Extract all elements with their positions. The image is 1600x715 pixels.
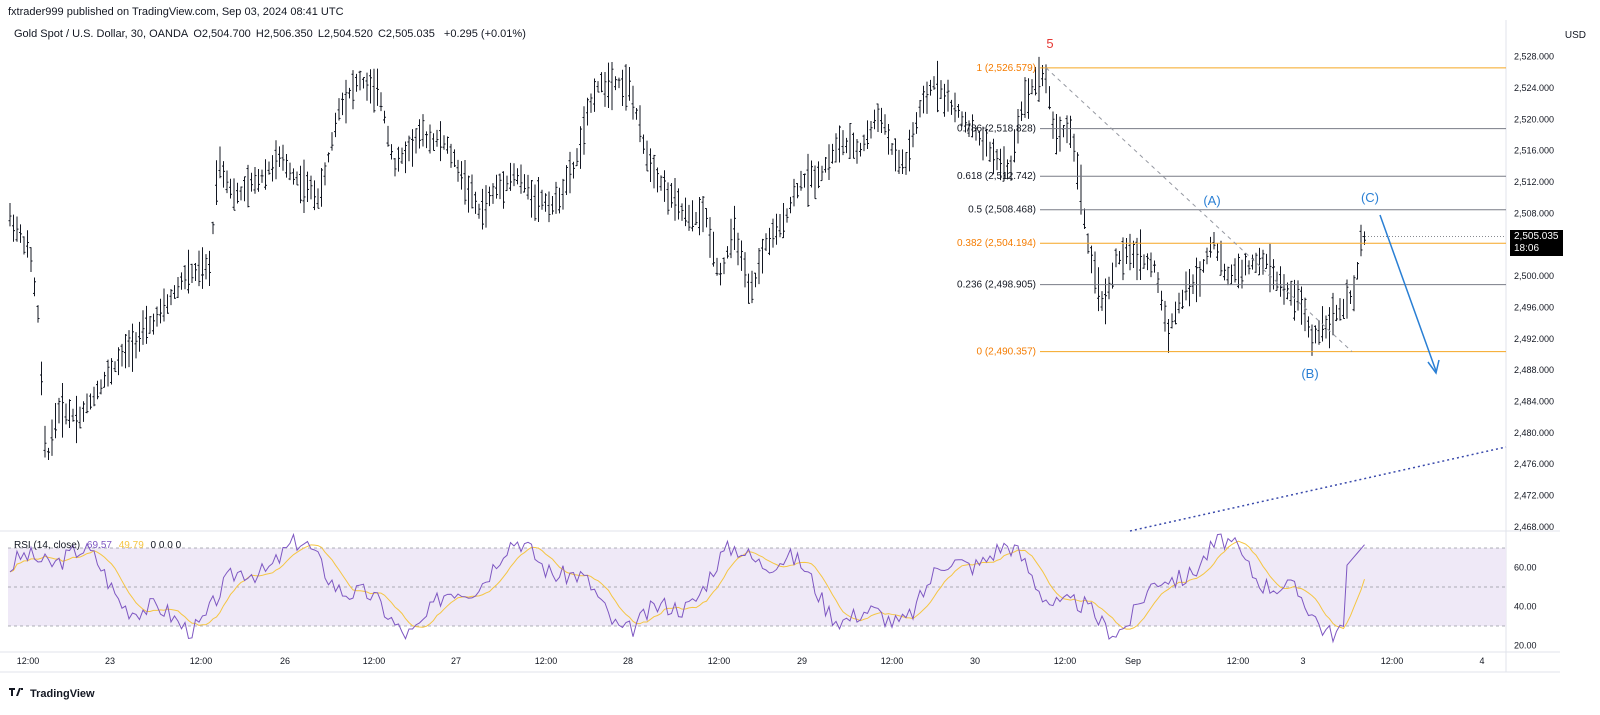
rsi-title[interactable]: RSI (14, close) <box>14 540 81 551</box>
y-tick-label: 2,500.000 <box>1514 271 1554 281</box>
x-tick-label: 12:00 <box>1381 656 1404 666</box>
fib-level-label: 1 (2,526.579) <box>977 63 1037 74</box>
bar-countdown: 18:06 <box>1514 243 1540 254</box>
x-tick-label: 28 <box>623 656 633 666</box>
last-price: 2,505.035 <box>1514 231 1559 242</box>
support-trend-line <box>1129 446 1507 532</box>
y-tick-label: 2,476.000 <box>1514 459 1554 469</box>
x-tick-label: 29 <box>797 656 807 666</box>
y-tick-label: 2,480.000 <box>1514 428 1554 438</box>
x-tick-label: 12:00 <box>190 656 213 666</box>
y-tick-label: 2,508.000 <box>1514 208 1554 218</box>
y-tick-label: 2,520.000 <box>1514 114 1554 124</box>
rsi-ma-value: 49.79 <box>118 540 144 551</box>
y-tick-label: 2,512.000 <box>1514 177 1554 187</box>
y-tick-label: 2,468.000 <box>1514 522 1554 532</box>
fib-level-label: 0 (2,490.357) <box>977 347 1037 358</box>
tradingview-logo-icon <box>8 687 26 700</box>
fib-level-label: 0.786 (2,518.828) <box>957 124 1036 135</box>
y-tick-label: 2,516.000 <box>1514 146 1554 156</box>
low-value: L2,504.520 <box>317 28 373 40</box>
fib-level-label: 0.382 (2,504.194) <box>957 238 1036 249</box>
rsi-value: 69.57 <box>86 540 112 551</box>
rsi-tick-label: 60.00 <box>1514 563 1537 573</box>
currency-label[interactable]: USD <box>1564 30 1586 41</box>
x-tick-label: 27 <box>451 656 461 666</box>
y-tick-label: 2,496.000 <box>1514 302 1554 312</box>
x-tick-label: 12:00 <box>535 656 558 666</box>
x-tick-label: 12:00 <box>881 656 904 666</box>
y-tick-label: 2,488.000 <box>1514 365 1554 375</box>
x-tick-label: 30 <box>970 656 980 666</box>
fib-level-label: 0.236 (2,498.905) <box>957 280 1036 291</box>
symbol-legend: Gold Spot / U.S. Dollar, 30, OANDA O2,50… <box>14 28 528 40</box>
last-price-tag: 2,505.035 18:06 <box>1510 230 1563 256</box>
wave-label: 5 <box>1046 36 1053 51</box>
rsi-legend: RSI (14, close) 69.57 49.79 0 0 0 0 <box>14 540 181 551</box>
x-tick-label: 3 <box>1300 656 1305 666</box>
rsi-tick-label: 40.00 <box>1514 602 1537 612</box>
fib-retracement: 1 (2,526.579) 0.786 (2,518.828) 0.618 (2,5… <box>957 63 1506 358</box>
wave-label: (C) <box>1361 190 1379 205</box>
change-value: +0.295 (+0.01%) <box>443 28 526 40</box>
rsi-extra: 0 0 0 0 <box>150 540 182 551</box>
ohlc-bars <box>8 56 1366 460</box>
x-tick-label: 12:00 <box>363 656 386 666</box>
tradingview-brand: TradingView <box>30 687 95 700</box>
x-tick-label: 12:00 <box>1227 656 1250 666</box>
high-value: H2,506.350 <box>255 28 313 40</box>
x-tick-label: 12:00 <box>17 656 40 666</box>
fib-level-label: 0.618 (2,512.742) <box>957 171 1036 182</box>
open-value: O2,504.700 <box>193 28 251 40</box>
fib-trend-line <box>1045 67 1353 352</box>
close-value: C2,505.035 <box>377 28 435 40</box>
x-tick-label: Sep <box>1125 656 1141 666</box>
x-tick-label: 4 <box>1479 656 1484 666</box>
rsi-ma-line <box>9 540 1365 630</box>
y-tick-label: 2,484.000 <box>1514 396 1554 406</box>
symbol-name[interactable]: Gold Spot / U.S. Dollar, 30, OANDA <box>14 28 189 40</box>
y-tick-label: 2,472.000 <box>1514 490 1554 500</box>
x-tick-label: 12:00 <box>1054 656 1077 666</box>
x-tick-label: 26 <box>280 656 290 666</box>
wave-label: (B) <box>1301 366 1318 381</box>
wave-label: (A) <box>1203 193 1220 208</box>
rsi-line <box>9 532 1365 644</box>
x-tick-label: 23 <box>105 656 115 666</box>
y-tick-label: 2,524.000 <box>1514 83 1554 93</box>
y-tick-label: 2,528.000 <box>1514 52 1554 62</box>
fib-level-label: 0.5 (2,508.468) <box>968 205 1036 216</box>
rsi-tick-label: 20.00 <box>1514 641 1537 651</box>
publisher-line: fxtrader999 published on TradingView.com… <box>8 6 344 18</box>
tradingview-footer[interactable]: TradingView <box>8 687 95 700</box>
projection-arrow-head <box>1427 359 1440 375</box>
projection-arrow <box>1379 214 1437 372</box>
x-tick-label: 12:00 <box>708 656 731 666</box>
y-tick-label: 2,492.000 <box>1514 334 1554 344</box>
